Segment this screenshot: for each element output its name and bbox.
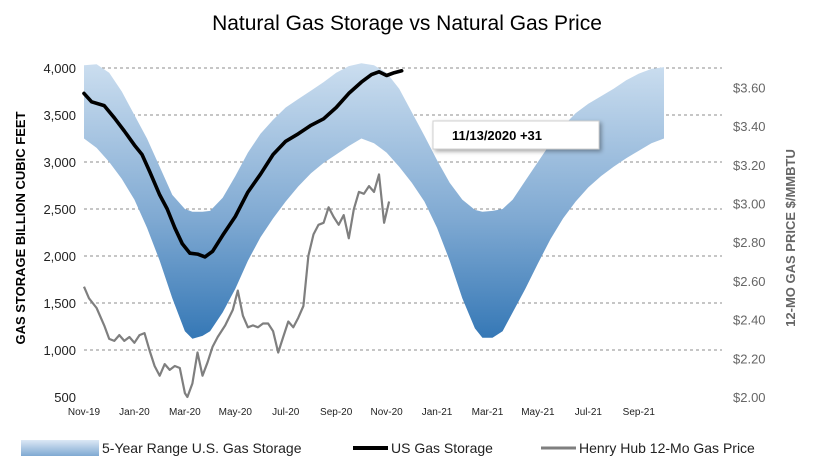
y-tick-label-left: 1,500 xyxy=(43,296,76,311)
x-tick-label: Nov-19 xyxy=(68,407,101,418)
x-tick-label: May-21 xyxy=(521,407,555,418)
y-tick-label-right: $3.00 xyxy=(733,196,766,211)
y-tick-label-left: 1,000 xyxy=(43,343,76,358)
legend-label-range: 5-Year Range U.S. Gas Storage xyxy=(102,440,302,456)
legend: 5-Year Range U.S. Gas Storage US Gas Sto… xyxy=(21,440,755,456)
y-axis-title-right: 12-MO GAS PRICE $/MMBTU xyxy=(783,149,798,327)
storage-range-band xyxy=(84,63,664,339)
x-tick-label: Nov-20 xyxy=(370,407,403,418)
x-tick-label: Mar-20 xyxy=(169,407,201,418)
annotation-callout: 11/13/2020 +31 xyxy=(432,120,600,150)
x-tick-label: Jul-20 xyxy=(272,407,300,418)
annotation-box xyxy=(432,120,600,150)
y-tick-label-right: $2.60 xyxy=(733,274,766,289)
x-tick-label: Mar-21 xyxy=(472,407,504,418)
x-tick-label: Jan-21 xyxy=(422,407,453,418)
series-line-henry-hub-price xyxy=(82,173,391,399)
y-tick-label-left: 3,500 xyxy=(43,108,76,123)
y-tick-label-right: $3.60 xyxy=(733,80,766,95)
y-axis-left: 4,000 3,500 3,000 2,500 2,000 1,500 1,000 500 xyxy=(43,61,76,405)
y-axis-title-left: GAS STORAGE BILLION CUBIC FEET xyxy=(13,111,28,344)
chart-title: Natural Gas Storage vs Natural Gas Price xyxy=(212,12,602,35)
y-tick-label-right: $2.40 xyxy=(733,313,766,328)
y-axis-right: $3.60 $3.40 $3.20 $3.00 $2.80 $2.60 $2.40 $2.20… xyxy=(733,80,766,405)
annotation-label: 11/13/2020 +31 xyxy=(452,128,542,143)
x-tick-label: Sep-21 xyxy=(623,407,656,418)
x-axis: Nov-19 Jan-20 Mar-20 May-20 Jul-20 Sep-20 Nov-… xyxy=(68,407,655,418)
y-tick-label-right: $2.00 xyxy=(733,390,766,405)
y-tick-label-right: $2.80 xyxy=(733,235,766,250)
y-tick-label-right: $2.20 xyxy=(733,351,766,366)
x-tick-label: Sep-20 xyxy=(320,407,353,418)
x-tick-label: Jan-20 xyxy=(119,407,150,418)
legend-label-storage: US Gas Storage xyxy=(391,440,493,456)
y-tick-label-right: $3.40 xyxy=(733,119,766,134)
storage-range-band-layer xyxy=(84,63,664,339)
y-tick-label-left: 3,000 xyxy=(43,155,76,170)
y-tick-label-left: 500 xyxy=(54,390,76,405)
legend-label-price: Henry Hub 12-Mo Gas Price xyxy=(579,440,755,456)
y-tick-label-right: $3.20 xyxy=(733,158,766,173)
y-tick-label-left: 2,000 xyxy=(43,249,76,264)
y-tick-label-left: 2,500 xyxy=(43,202,76,217)
x-tick-label: May-20 xyxy=(219,407,253,418)
legend-swatch-range xyxy=(21,440,99,456)
series-line-us-gas-storage xyxy=(82,69,404,259)
series-lines-layer xyxy=(82,69,404,399)
x-tick-label: Jul-21 xyxy=(575,407,603,418)
y-tick-label-left: 4,000 xyxy=(43,61,76,76)
